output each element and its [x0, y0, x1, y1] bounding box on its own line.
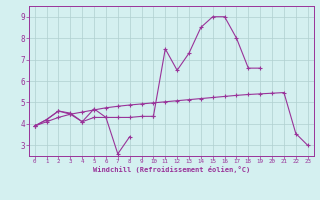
X-axis label: Windchill (Refroidissement éolien,°C): Windchill (Refroidissement éolien,°C): [92, 166, 250, 173]
